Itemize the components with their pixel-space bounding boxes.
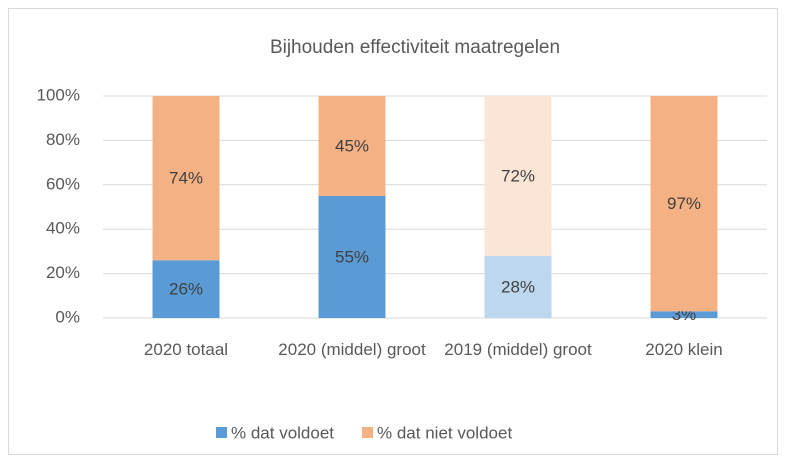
data-label: 74%: [169, 169, 203, 188]
chart-border: [8, 8, 778, 455]
data-label: 55%: [335, 247, 369, 266]
data-label: 97%: [667, 194, 701, 213]
legend-label: % dat voldoet: [231, 423, 334, 442]
legend-swatch: [362, 427, 374, 438]
bar-segment: [484, 255, 552, 318]
bar-segment: [318, 96, 386, 196]
y-tick-label: 20%: [46, 263, 80, 282]
data-label: 72%: [501, 166, 535, 185]
y-tick-label: 100%: [37, 85, 80, 104]
y-tick-label: 60%: [46, 174, 80, 193]
x-tick-label: 2020 (middel) groot: [278, 340, 426, 359]
data-label: 28%: [501, 277, 535, 296]
bar-segment: [152, 260, 220, 318]
bar-segment: [152, 96, 220, 261]
data-label: 26%: [169, 280, 203, 299]
legend-swatch: [216, 427, 227, 438]
legend-label: % dat niet voldoet: [377, 423, 512, 442]
bar-segment: [650, 96, 718, 312]
bar-segment: [318, 195, 386, 318]
bar-segment: [484, 96, 552, 256]
x-tick-label: 2020 totaal: [143, 340, 229, 359]
bar-segment: [650, 311, 718, 318]
y-tick-label: 80%: [46, 130, 80, 149]
x-tick-label: 2019 (middel) groot: [444, 340, 592, 359]
chart-title: Bijhouden effectiviteit maatregelen: [270, 37, 560, 58]
y-tick-label: 0%: [55, 307, 80, 326]
y-tick-label: 40%: [46, 219, 80, 238]
data-label: 45%: [335, 136, 369, 155]
x-tick-label: 2020 klein: [645, 340, 723, 359]
